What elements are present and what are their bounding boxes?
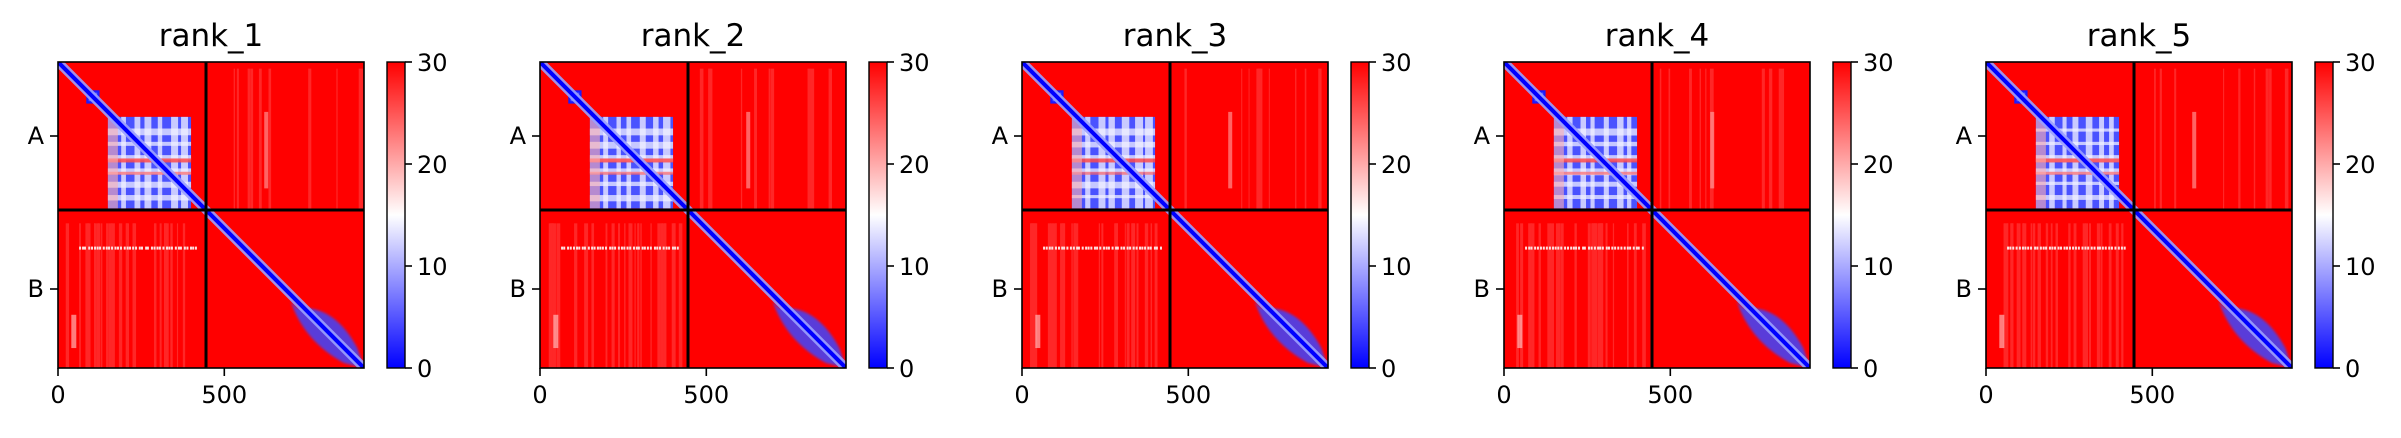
heatmap-row-dots [1043, 246, 1162, 250]
x-tick-label: 0 [50, 381, 65, 409]
heatmap-chainA-block [1071, 116, 1156, 209]
pae-panel: rank_4 0 500 A B 0 10 20 30 [1474, 18, 1894, 409]
colorbar-tick-label: 30 [1381, 49, 1412, 77]
chart-title: rank_2 [641, 18, 746, 54]
colorbar-tick-label: 10 [2345, 253, 2376, 281]
pae-panel: rank_3 0 500 A B 0 10 20 30 [992, 18, 1412, 409]
chart-title: rank_4 [1605, 18, 1710, 54]
colorbar-tick-label: 10 [417, 253, 448, 281]
colorbar-tick-label: 30 [1863, 49, 1894, 77]
heatmap-chainA-block [2035, 116, 2120, 209]
colorbar-tick-label: 0 [1863, 355, 1878, 383]
heatmap-chainA-block [1553, 116, 1638, 209]
heatmap-frame [1503, 61, 1811, 369]
colorbar-tick-label: 30 [417, 49, 448, 77]
colorbar-tick-label: 10 [899, 253, 930, 281]
colorbar-tick-label: 10 [1863, 253, 1894, 281]
x-tick-label: 500 [1165, 381, 1211, 409]
heatmap-diagonal [540, 62, 846, 368]
colorbar-tick-label: 20 [1381, 151, 1412, 179]
heatmap-row-dots [2007, 246, 2126, 250]
heatmap-diagonal [1022, 62, 1328, 368]
colorbar-tick-label: 0 [2345, 355, 2360, 383]
colorbar-tick-label: 0 [899, 355, 914, 383]
heatmap-frame [1985, 61, 2293, 369]
heatmap [1986, 62, 2292, 368]
x-tick-label: 500 [201, 381, 247, 409]
y-tick-label: A [992, 122, 1009, 150]
x-tick-label: 500 [2129, 381, 2175, 409]
colorbar-tick-label: 20 [417, 151, 448, 179]
colorbar [1832, 61, 1852, 369]
y-tick-label: A [28, 122, 45, 150]
colorbar [386, 61, 406, 369]
heatmap-streaks [1516, 68, 1785, 368]
x-tick-label: 500 [683, 381, 729, 409]
colorbar-tick-label: 10 [1381, 253, 1412, 281]
pae-panel: rank_1 0 500 A B 0 10 20 30 [28, 18, 448, 409]
colorbar [868, 61, 888, 369]
heatmap-frame [1021, 61, 1329, 369]
colorbar-tick-label: 20 [2345, 151, 2376, 179]
y-tick-label: A [510, 122, 527, 150]
y-tick-label: A [1956, 122, 1973, 150]
y-tick-label: B [28, 275, 44, 303]
colorbar-tick-label: 30 [2345, 49, 2376, 77]
y-tick-label: B [1474, 275, 1490, 303]
colorbar-tick-label: 20 [899, 151, 930, 179]
heatmap-streaks [65, 68, 363, 368]
chart-title: rank_3 [1123, 18, 1228, 54]
chart-title: rank_5 [2087, 18, 2192, 54]
heatmap-diagonal [1986, 62, 2292, 368]
x-tick-label: 0 [532, 381, 547, 409]
colorbar-tick-label: 30 [899, 49, 930, 77]
heatmap-row-dots [1525, 246, 1644, 250]
heatmap [540, 62, 846, 368]
heatmap [1504, 62, 1810, 368]
x-tick-label: 500 [1647, 381, 1693, 409]
x-tick-label: 0 [1496, 381, 1511, 409]
heatmap-diagonal [58, 62, 364, 368]
colorbar-tick-label: 0 [417, 355, 432, 383]
heatmap-row-dots [561, 246, 679, 250]
colorbar [1350, 61, 1370, 369]
y-tick-label: A [1474, 122, 1491, 150]
heatmap-frame [539, 61, 847, 369]
colorbar [2314, 61, 2334, 369]
heatmap-diagonal [1504, 62, 1810, 368]
y-tick-label: B [992, 275, 1008, 303]
colorbar-tick-label: 0 [1381, 355, 1396, 383]
pae-panel: rank_5 0 500 A B 0 10 20 30 [1956, 18, 2376, 409]
heatmap-streaks [1030, 68, 1322, 368]
heatmap-streaks [548, 68, 833, 368]
pae-panel: rank_2 0 500 A B 0 10 20 30 [510, 18, 930, 409]
heatmap [58, 62, 364, 368]
y-tick-label: B [510, 275, 526, 303]
y-tick-label: B [1956, 275, 1972, 303]
chart-title: rank_1 [159, 18, 264, 54]
colorbar-tick-label: 20 [1863, 151, 1894, 179]
heatmap-streaks [2003, 68, 2289, 368]
heatmap-row-dots [79, 246, 197, 250]
heatmap-frame [57, 61, 365, 369]
x-tick-label: 0 [1014, 381, 1029, 409]
x-tick-label: 0 [1978, 381, 1993, 409]
heatmap [1022, 62, 1328, 368]
